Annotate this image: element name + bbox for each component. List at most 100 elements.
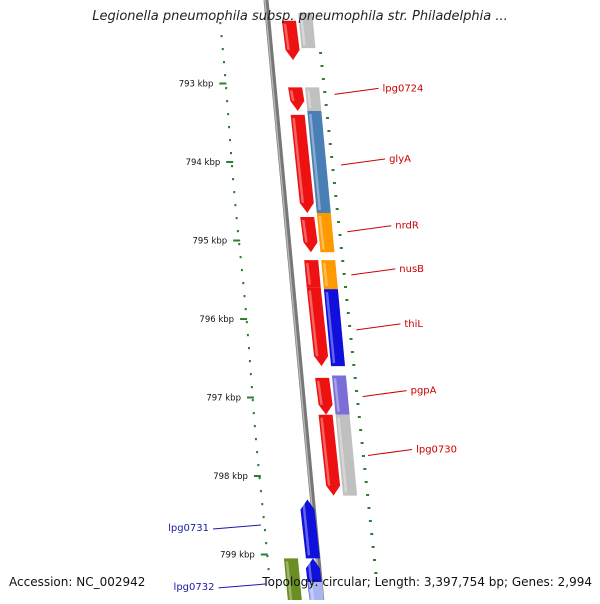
gene-shine xyxy=(337,417,348,493)
gc-dot xyxy=(254,438,257,441)
gc-dot xyxy=(267,568,270,571)
gc-dot xyxy=(259,490,262,493)
gene-arrow xyxy=(308,581,325,604)
gene-label: nusB xyxy=(399,264,424,275)
gene-shine xyxy=(283,23,290,51)
gene-arrow xyxy=(323,289,346,367)
gene-shine xyxy=(322,262,329,287)
gc-dot xyxy=(247,347,250,350)
ruler-label: 793 kbp xyxy=(179,80,214,90)
ruler-label: 799 kbp xyxy=(220,551,255,561)
backbone-layer xyxy=(263,0,325,601)
gc-dot xyxy=(253,425,256,428)
gc-dot xyxy=(328,143,332,145)
gc-dot xyxy=(357,416,361,418)
gene-shine xyxy=(305,262,311,285)
ruler-label: 796 kbp xyxy=(199,315,234,325)
gc-dot xyxy=(345,299,349,301)
gc-dot xyxy=(348,325,352,327)
gc-dot xyxy=(238,243,241,246)
gc-dot xyxy=(257,464,260,467)
gc-dot xyxy=(334,195,338,197)
gene-label-leader xyxy=(368,448,413,456)
gene-arrow xyxy=(306,287,329,367)
gene-label: lpg0731 xyxy=(168,523,209,534)
gc-dot xyxy=(323,91,327,93)
gene-shine xyxy=(299,15,306,46)
backbone-highlight xyxy=(264,0,322,601)
gc-dot xyxy=(370,533,374,535)
gene-arrow xyxy=(331,375,350,415)
gc-dot xyxy=(332,182,336,184)
gene-shine xyxy=(302,502,311,556)
gc-dot xyxy=(371,546,375,548)
gc-dot xyxy=(233,191,236,194)
gene-arrow xyxy=(307,110,331,214)
gc-dot xyxy=(335,208,339,210)
gene-label: lpg0724 xyxy=(382,83,423,94)
gc-dot xyxy=(262,516,265,519)
gc-dot xyxy=(326,117,330,119)
gc-dot xyxy=(324,104,328,106)
gene-label: nrdR xyxy=(395,221,419,232)
gene-label-leader xyxy=(212,524,262,530)
gc-dot xyxy=(229,139,232,142)
gc-dot xyxy=(220,35,223,38)
gc-dot xyxy=(252,412,255,415)
gc-dot xyxy=(346,312,350,314)
gc-dot xyxy=(246,334,249,337)
gene-shine xyxy=(318,215,325,250)
gc-dot xyxy=(232,178,235,181)
gene-arrow xyxy=(283,558,303,604)
gene-label: glyA xyxy=(389,154,411,165)
gc-dot xyxy=(250,386,253,389)
gc-dot xyxy=(349,338,353,340)
gene-arrow xyxy=(318,414,341,496)
features-layer xyxy=(281,12,358,604)
gene-shine xyxy=(289,90,295,102)
gc-dot xyxy=(355,390,359,392)
gc-dots-layer xyxy=(219,22,378,574)
gc-dot xyxy=(248,360,251,363)
gc-dot xyxy=(359,429,363,431)
gene-arrow xyxy=(304,260,321,288)
gc-dot xyxy=(236,230,239,233)
gene-arrow xyxy=(305,87,322,111)
gc-dot xyxy=(353,377,357,379)
gene-label-leader xyxy=(351,268,396,276)
gc-dot xyxy=(226,100,229,103)
gc-dot xyxy=(343,286,347,288)
gc-dot xyxy=(327,130,331,132)
gc-dot xyxy=(350,351,354,353)
ruler-label: 798 kbp xyxy=(213,472,248,482)
gc-dot xyxy=(228,126,231,129)
gc-dot xyxy=(225,87,228,90)
gc-dot xyxy=(224,74,227,77)
gc-dot xyxy=(363,468,367,470)
gene-label-leader xyxy=(347,225,392,233)
gene-label: lpg0732 xyxy=(174,582,215,593)
gene-arrow xyxy=(321,260,338,290)
gene-arrow xyxy=(281,20,300,60)
gene-arrow xyxy=(290,114,314,214)
gc-dot xyxy=(219,22,222,25)
ruler-label: 797 kbp xyxy=(206,394,241,404)
gc-dot xyxy=(242,282,245,285)
gc-dot xyxy=(227,113,230,116)
gc-dot xyxy=(360,442,364,444)
gene-arrow xyxy=(298,12,316,49)
gc-dot xyxy=(338,234,342,236)
gene-label: pgpA xyxy=(411,386,437,397)
gc-dot xyxy=(339,247,343,249)
gc-dot xyxy=(337,221,341,223)
gc-dot xyxy=(320,65,324,67)
gene-label-leader xyxy=(340,158,386,166)
gc-dot xyxy=(266,555,269,558)
gene-arrow xyxy=(316,213,335,253)
gc-dot xyxy=(230,152,233,155)
gene-arrow xyxy=(335,414,358,496)
gc-dot xyxy=(249,373,252,376)
gc-dot xyxy=(243,295,246,298)
